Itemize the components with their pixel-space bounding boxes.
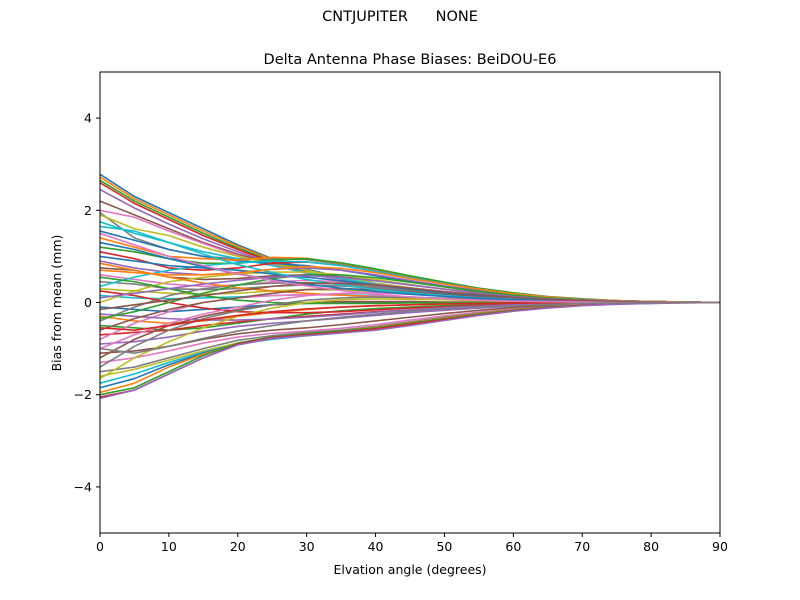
x-tick-label: 50 xyxy=(436,539,452,554)
axes-layer: 0 10 20 30 40 50 60 70 80 90 −4 −2 0 2 4 xyxy=(74,71,728,554)
x-axis-label: Elvation angle (degrees) xyxy=(333,562,486,577)
chart-title: Delta Antenna Phase Biases: BeiDOU-E6 xyxy=(264,52,557,68)
series-line xyxy=(99,301,720,384)
x-tick-label: 70 xyxy=(574,539,590,554)
x-tick-label: 30 xyxy=(299,539,315,554)
series-line xyxy=(99,301,720,355)
series-line xyxy=(99,301,720,378)
x-tick-label: 60 xyxy=(505,539,521,554)
x-tick-label: 10 xyxy=(161,539,177,554)
figure-suptitle: CNTJUPITER NONE xyxy=(322,9,478,25)
y-tick-label: 4 xyxy=(84,111,92,126)
y-tick-label: −2 xyxy=(74,387,92,402)
y-tick-label: 2 xyxy=(84,203,92,218)
x-tick-label: 20 xyxy=(230,539,246,554)
y-tick-label: 0 xyxy=(84,295,92,310)
y-axis-label: Bias from mean (mm) xyxy=(49,235,64,372)
x-tick-label: 0 xyxy=(96,539,104,554)
series-line xyxy=(99,301,721,400)
y-tick-label: −4 xyxy=(74,479,92,494)
series-line xyxy=(99,282,720,311)
x-tick-label: 40 xyxy=(368,539,384,554)
series-layer xyxy=(99,173,721,400)
x-tick-label: 90 xyxy=(712,539,728,554)
x-tick-label: 80 xyxy=(643,539,659,554)
